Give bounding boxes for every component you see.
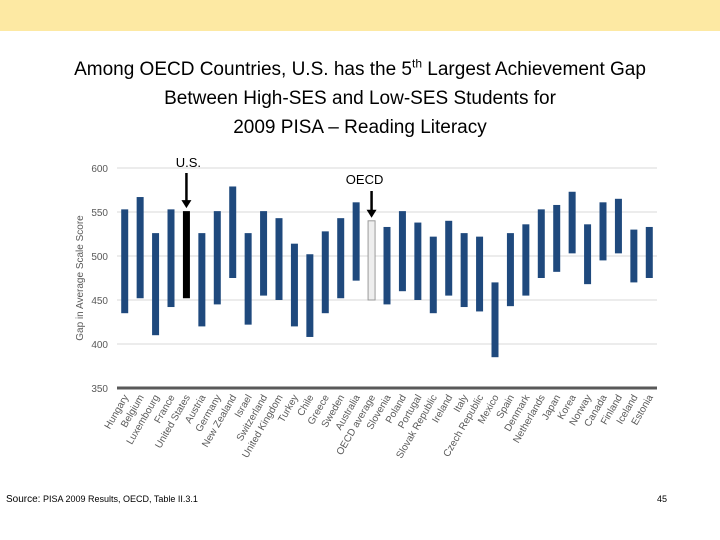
- bar-austria: [198, 233, 206, 327]
- us-callout-label: U.S.: [176, 155, 201, 170]
- bar-finland: [614, 198, 622, 254]
- bar-oecd-average: [367, 220, 376, 301]
- bar-united-kingdom: [275, 218, 283, 300]
- bar-iceland: [630, 229, 638, 283]
- y-tick-label: 450: [91, 296, 108, 307]
- bar-ireland: [445, 220, 453, 296]
- bar-chile: [306, 254, 314, 337]
- bar-norway: [584, 224, 592, 285]
- bar-israel: [244, 233, 252, 325]
- bar-korea: [568, 191, 576, 254]
- bar-germany: [213, 211, 221, 305]
- bar-portugal: [414, 222, 422, 300]
- y-tick-label: 350: [91, 384, 108, 395]
- title-line-3: 2009 PISA – Reading Literacy: [233, 117, 487, 139]
- bar-australia: [352, 202, 360, 281]
- slide-title: Among OECD Countries, U.S. has the 5th L…: [20, 50, 700, 142]
- y-tick-label: 400: [91, 340, 108, 351]
- bar-france: [167, 209, 175, 308]
- bar-netherlands: [537, 209, 545, 278]
- bar-slovak-republic: [429, 236, 437, 314]
- bar-luxembourg: [152, 233, 160, 336]
- bar-greece: [321, 231, 329, 314]
- bar-italy: [460, 233, 468, 308]
- y-tick-label: 600: [91, 164, 108, 175]
- bar-new-zealand: [229, 186, 237, 278]
- bar-poland: [398, 211, 406, 292]
- title-line-1: Among OECD Countries, U.S. has the 5th L…: [74, 57, 646, 81]
- bar-belgium: [136, 197, 144, 299]
- y-tick-label: 550: [91, 208, 108, 219]
- bar-canada: [599, 202, 607, 261]
- us-callout-arrow-head: [181, 200, 192, 209]
- bar-hungary: [121, 209, 129, 314]
- source-note: Source: PISA 2009 Results, OECD, Table I…: [6, 494, 198, 505]
- y-tick-label: 500: [91, 252, 108, 263]
- title-line-2: Between High-SES and Low-SES Students fo…: [164, 88, 556, 110]
- bar-sweden: [337, 218, 345, 299]
- bar-turkey: [290, 243, 298, 327]
- bar-mexico: [491, 282, 499, 358]
- bar-switzerland: [260, 211, 268, 296]
- bar-estonia: [645, 226, 653, 278]
- y-axis-label: Gap in Average Scale Score: [75, 215, 86, 341]
- top-banner: [0, 0, 720, 31]
- bar-slovenia: [383, 226, 391, 305]
- bar-denmark: [522, 224, 530, 296]
- bar-spain: [506, 233, 514, 307]
- oecd-callout-label: OECD: [346, 172, 384, 187]
- page-number: 45: [657, 494, 668, 504]
- oecd-callout-arrow-head: [366, 209, 377, 218]
- bar-czech-republic: [476, 236, 484, 312]
- bar-united-states: [182, 211, 190, 299]
- bar-japan: [553, 204, 561, 272]
